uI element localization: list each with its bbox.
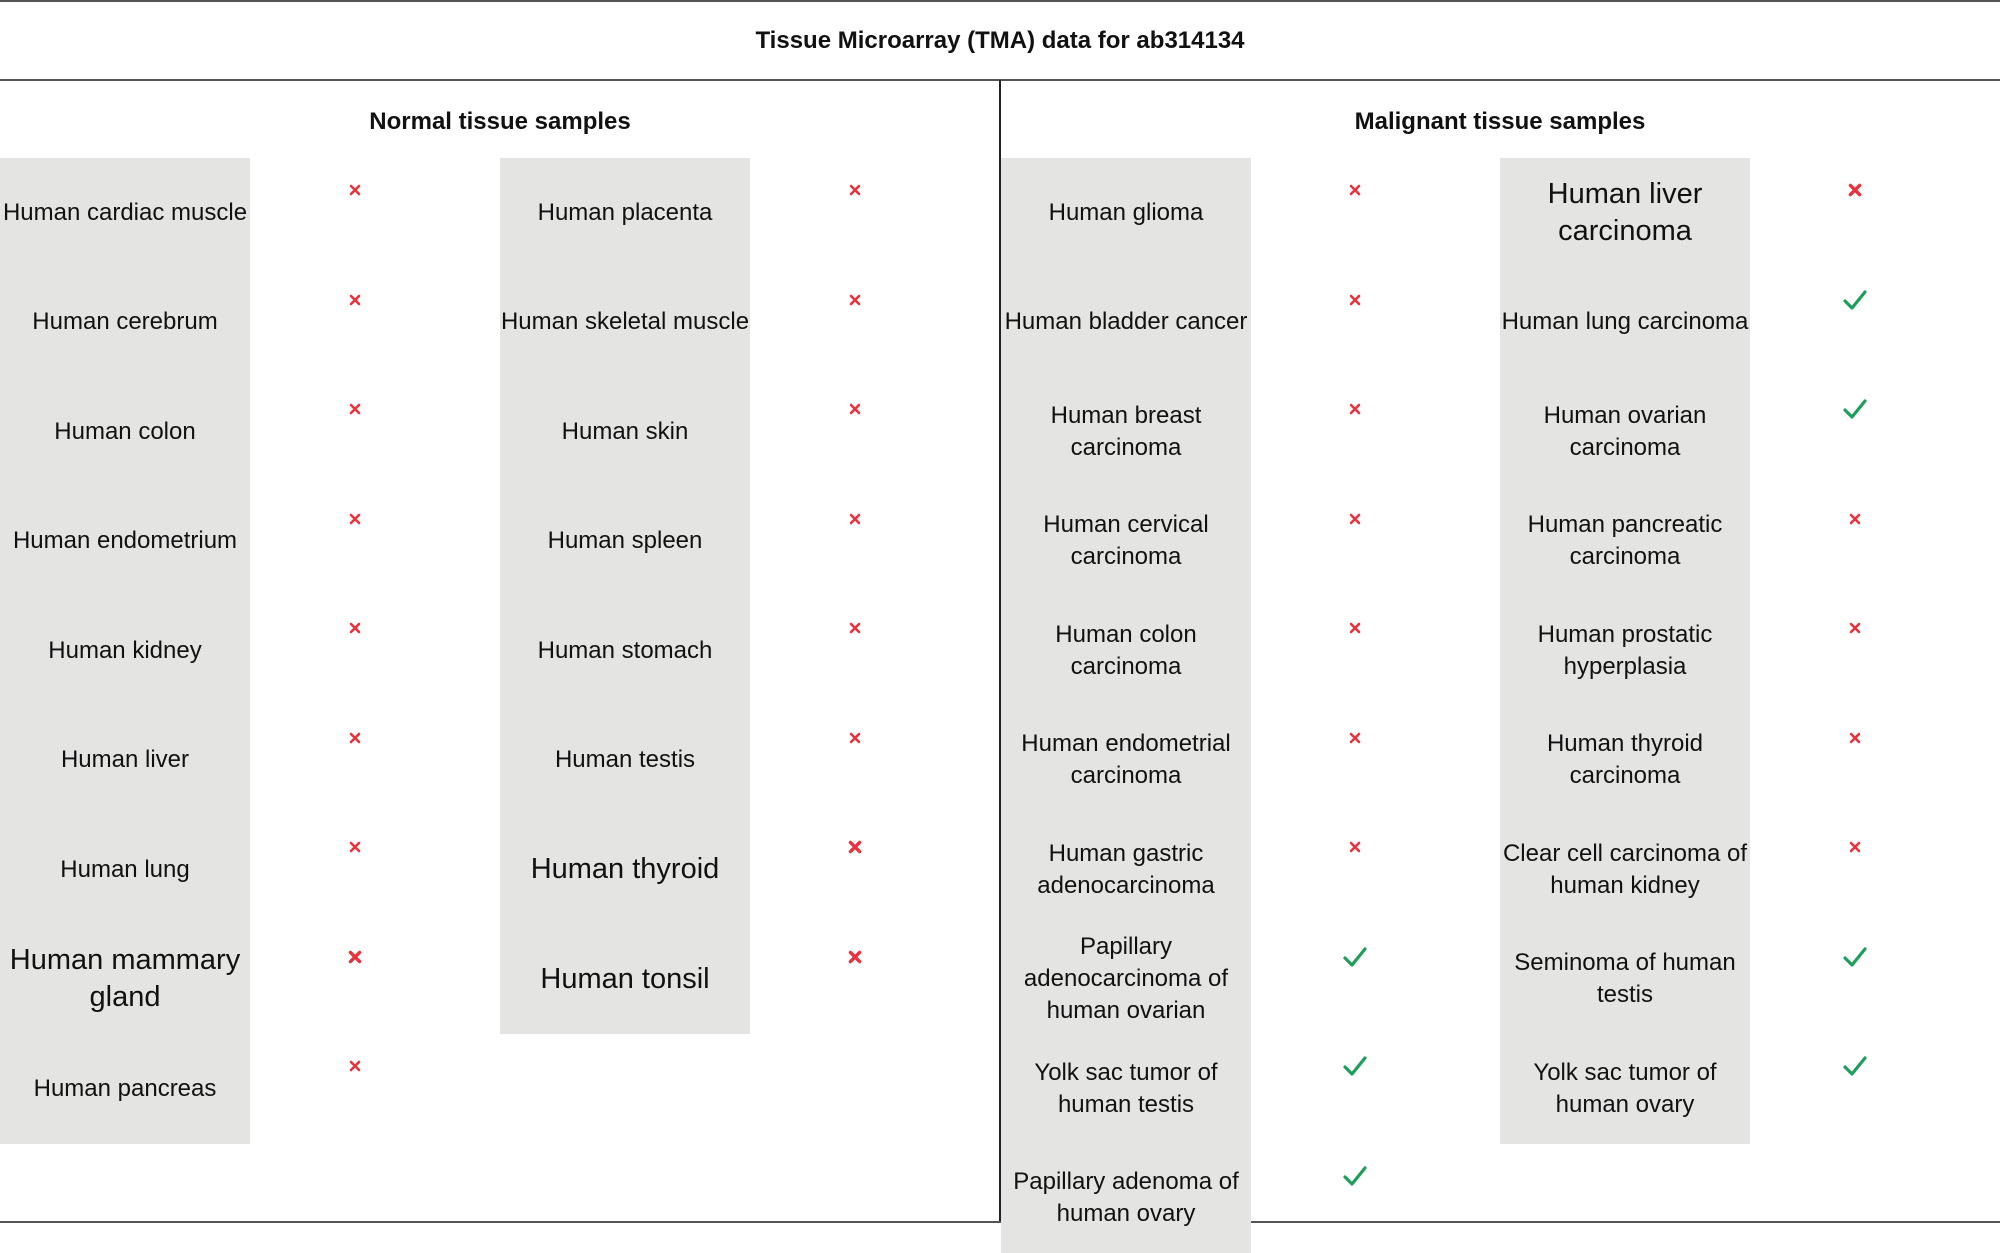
cross-icon: [1835, 499, 1875, 539]
tissue-label: Human thyroid carcinoma: [1500, 706, 1750, 816]
tissue-label: Human colon: [0, 377, 250, 487]
normal-section-header: Normal tissue samples: [0, 92, 1000, 152]
cross-icon: [1335, 170, 1375, 210]
tissue-label: Human cervical carcinoma: [1001, 487, 1251, 597]
tissue-label: Seminoma of human testis: [1500, 925, 1750, 1035]
tissue-label: Human cerebrum: [0, 268, 250, 378]
checkmark-icon: [1335, 1156, 1375, 1196]
tissue-label: Clear cell carcinoma of human kidney: [1500, 815, 1750, 925]
tissue-label: Human kidney: [0, 596, 250, 706]
cross-icon: [335, 718, 375, 758]
cross-icon: [1835, 827, 1875, 867]
checkmark-icon: [1835, 1046, 1875, 1086]
cross-icon: [335, 827, 375, 867]
cross-icon: [1835, 170, 1875, 210]
cross-icon: [335, 608, 375, 648]
tissue-label: Yolk sac tumor of human ovary: [1500, 1034, 1750, 1144]
tissue-label: Human thyroid: [500, 815, 750, 925]
cross-icon: [835, 937, 875, 977]
tissue-label: Human testis: [500, 706, 750, 816]
cross-icon: [1335, 827, 1375, 867]
cross-icon: [335, 937, 375, 977]
page-title: Tissue Microarray (TMA) data for ab31413…: [0, 2, 2000, 80]
tissue-label: Human lung: [0, 815, 250, 925]
cross-icon: [1335, 280, 1375, 320]
cross-icon: [835, 170, 875, 210]
tissue-label: Human spleen: [500, 487, 750, 597]
checkmark-icon: [1335, 937, 1375, 977]
tissue-label: Human breast carcinoma: [1001, 377, 1251, 487]
cross-icon: [1335, 718, 1375, 758]
cross-icon: [835, 389, 875, 429]
cross-icon: [1335, 499, 1375, 539]
cross-icon: [335, 170, 375, 210]
tissue-label: Human skin: [500, 377, 750, 487]
tissue-label: Human colon carcinoma: [1001, 596, 1251, 706]
tissue-label: Human stomach: [500, 596, 750, 706]
tissue-label: Human bladder cancer: [1001, 268, 1251, 378]
tissue-label: Human placenta: [500, 158, 750, 268]
tissue-label: Human lung carcinoma: [1500, 268, 1750, 378]
cross-icon: [1835, 718, 1875, 758]
tissue-label: Papillary adenocarcinoma of human ovaria…: [1001, 925, 1251, 1035]
tissue-label: Human ovarian carcinoma: [1500, 377, 1750, 487]
cross-icon: [835, 827, 875, 867]
tissue-label: Human gastric adenocarcinoma: [1001, 815, 1251, 925]
cross-icon: [1835, 608, 1875, 648]
tissue-label: Human glioma: [1001, 158, 1251, 268]
tissue-label: Human pancreatic carcinoma: [1500, 487, 1750, 597]
checkmark-icon: [1335, 1046, 1375, 1086]
tissue-label: Papillary adenoma of human ovary: [1001, 1144, 1251, 1253]
checkmark-icon: [1835, 937, 1875, 977]
cross-icon: [1335, 608, 1375, 648]
malignant-section-header: Malignant tissue samples: [1000, 92, 2000, 152]
tissue-label: Human liver: [0, 706, 250, 816]
bottom-rule: [0, 1221, 2000, 1223]
cross-icon: [835, 608, 875, 648]
tissue-label: Human tonsil: [500, 925, 750, 1035]
cross-icon: [335, 499, 375, 539]
tissue-label: Human skeletal muscle: [500, 268, 750, 378]
tissue-label: Human mammary gland: [0, 925, 250, 1035]
tissue-label: Human liver carcinoma: [1500, 158, 1750, 268]
cross-icon: [1335, 389, 1375, 429]
checkmark-icon: [1835, 280, 1875, 320]
cross-icon: [835, 280, 875, 320]
cross-icon: [835, 499, 875, 539]
tissue-label: Human pancreas: [0, 1034, 250, 1144]
cross-icon: [335, 280, 375, 320]
tissue-label: Human prostatic hyperplasia: [1500, 596, 1750, 706]
tissue-label: Human cardiac muscle: [0, 158, 250, 268]
tissue-label: Yolk sac tumor of human testis: [1001, 1034, 1251, 1144]
cross-icon: [335, 389, 375, 429]
cross-icon: [335, 1046, 375, 1086]
cross-icon: [835, 718, 875, 758]
tissue-label: Human endometrium: [0, 487, 250, 597]
checkmark-icon: [1835, 389, 1875, 429]
tissue-label: Human endometrial carcinoma: [1001, 706, 1251, 816]
